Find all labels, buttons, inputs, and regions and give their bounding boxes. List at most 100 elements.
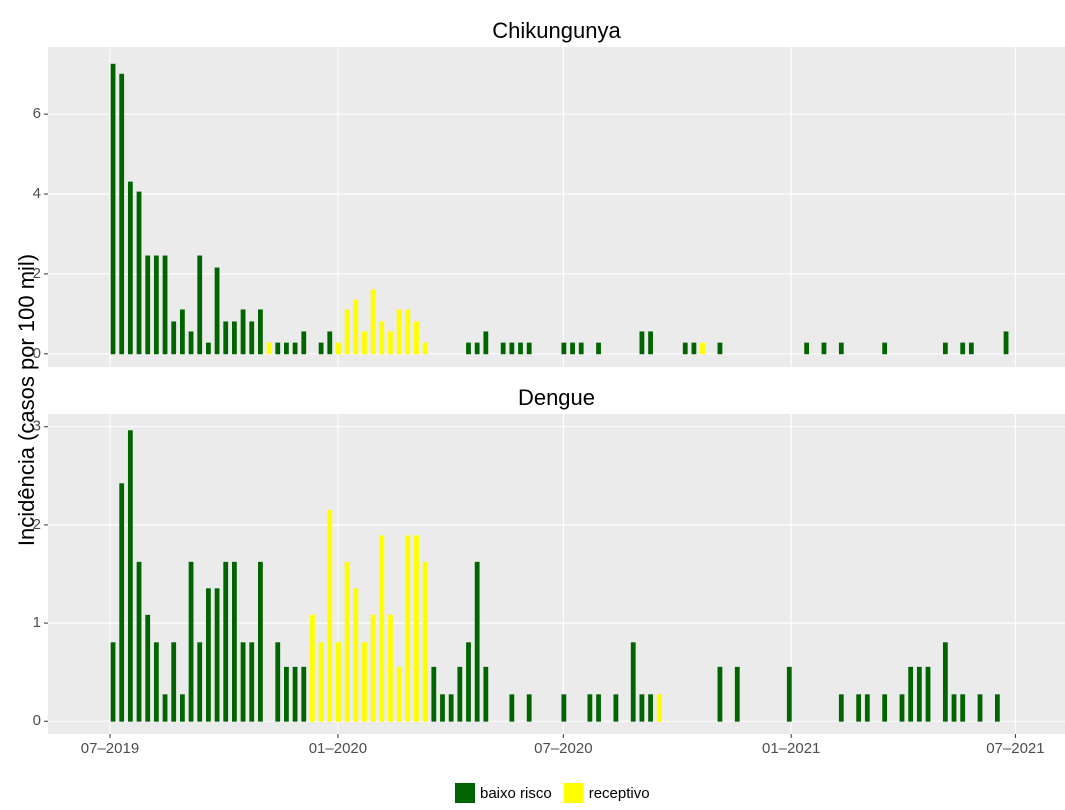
bar [405, 535, 411, 722]
bar [864, 694, 870, 722]
bar [717, 666, 723, 722]
bar [284, 342, 289, 355]
bar [197, 255, 203, 355]
bar [466, 642, 471, 722]
bar [1003, 331, 1009, 355]
bar [405, 309, 411, 355]
bar [292, 342, 298, 355]
bar [526, 342, 532, 355]
bar [171, 321, 177, 355]
bar [353, 588, 359, 722]
bar [639, 694, 645, 722]
bar [483, 331, 489, 355]
y-tick-label: 6 [33, 105, 41, 122]
bar [804, 342, 810, 355]
bar [596, 694, 601, 722]
bar [578, 342, 584, 355]
bar [474, 561, 480, 722]
bar [153, 642, 159, 722]
bar [388, 331, 393, 355]
bar [318, 342, 324, 355]
bar [960, 342, 966, 355]
bar [119, 483, 125, 722]
bar [561, 342, 567, 355]
bar [240, 309, 246, 355]
bar [145, 614, 151, 722]
bar [518, 342, 523, 355]
bar [214, 588, 220, 722]
bar [483, 666, 489, 722]
x-tick-label: 07–2020 [534, 740, 592, 757]
bar [856, 694, 862, 722]
bar [379, 321, 385, 355]
bar [362, 642, 367, 722]
bar [379, 535, 385, 722]
bar [258, 309, 263, 355]
bar [448, 694, 454, 722]
bar [275, 642, 281, 722]
bar [136, 191, 142, 355]
bar [275, 342, 281, 355]
bar [258, 561, 263, 722]
bar [882, 694, 888, 722]
y-tick-label: 3 [33, 418, 41, 435]
bar [344, 561, 350, 722]
bar [214, 267, 220, 355]
y-axis-label: Incidência (casos por 100 mil) [14, 254, 39, 546]
bar [232, 321, 237, 355]
bar [431, 666, 437, 722]
bar [691, 342, 697, 355]
bar [899, 694, 905, 722]
bar [205, 588, 211, 722]
bar [301, 331, 307, 355]
bar [509, 342, 515, 355]
bar [344, 309, 350, 355]
bar [396, 666, 402, 722]
bar [414, 535, 419, 722]
bar [127, 430, 133, 722]
bar [422, 561, 428, 722]
bar [821, 342, 827, 355]
legend-label: receptivo [589, 785, 650, 802]
bar [292, 666, 298, 722]
bar [127, 181, 133, 355]
bar [188, 561, 194, 722]
y-tick-label: 1 [33, 614, 41, 631]
bar [422, 342, 428, 355]
bar [925, 666, 931, 722]
bar [916, 666, 922, 722]
x-tick-label: 07–2019 [81, 740, 139, 757]
bar [266, 342, 272, 355]
bar [734, 666, 740, 722]
bar [526, 694, 532, 722]
bar [336, 642, 341, 722]
bar [994, 694, 1000, 722]
bar [353, 299, 359, 355]
bar [153, 255, 159, 355]
bar [284, 666, 289, 722]
bar [882, 342, 888, 355]
bar [942, 342, 948, 355]
y-tick-label: 0 [33, 345, 41, 362]
bar [951, 694, 957, 722]
x-tick-label: 01–2020 [309, 740, 367, 757]
bar [179, 694, 185, 722]
panel-title: Chikungunya [492, 18, 621, 43]
bar [162, 694, 168, 722]
bar [327, 509, 333, 722]
bar [639, 331, 645, 355]
bar [561, 694, 567, 722]
bar [136, 561, 142, 722]
legend-swatch [455, 783, 475, 803]
bar [440, 694, 445, 722]
bar [370, 614, 376, 722]
bar [162, 255, 168, 355]
y-tick-label: 2 [33, 516, 41, 533]
bar [648, 694, 653, 722]
bar [500, 342, 506, 355]
bar [587, 694, 593, 722]
bar [648, 331, 653, 355]
bar [466, 342, 471, 355]
y-tick-label: 0 [33, 712, 41, 729]
